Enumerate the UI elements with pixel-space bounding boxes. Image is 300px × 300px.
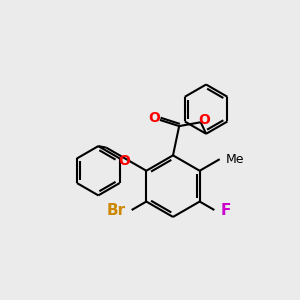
Text: Me: Me bbox=[226, 153, 244, 166]
Text: Br: Br bbox=[106, 202, 125, 217]
Text: O: O bbox=[199, 113, 211, 127]
Text: O: O bbox=[148, 111, 160, 125]
Text: O: O bbox=[118, 154, 130, 168]
Text: F: F bbox=[220, 202, 231, 217]
